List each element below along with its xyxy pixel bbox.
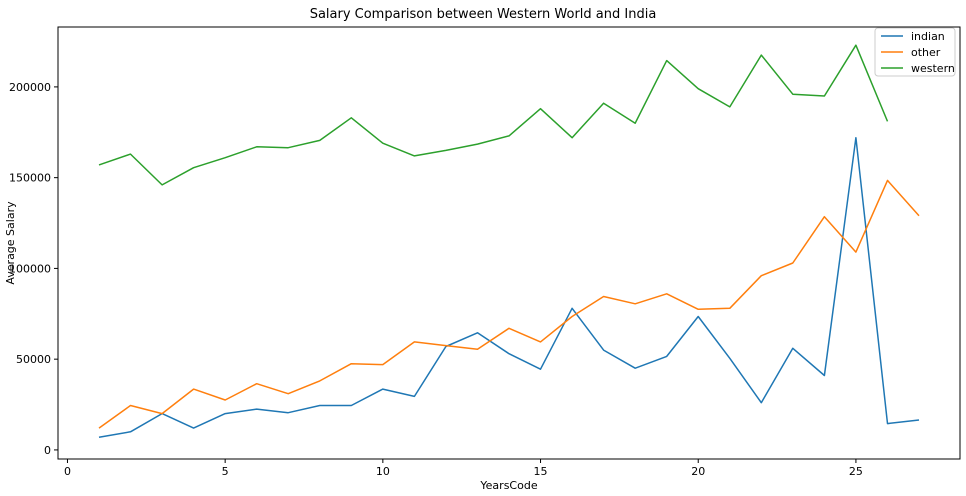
x-tick-label: 15 [534, 465, 548, 478]
y-tick-label: 50000 [16, 353, 51, 366]
y-tick-label: 150000 [9, 172, 51, 185]
y-axis-label: Average Salary [4, 201, 17, 285]
legend-label-other: other [911, 46, 941, 59]
x-axis-label: YearsCode [479, 479, 537, 492]
y-tick-label: 100000 [9, 262, 51, 275]
legend-label-indian: indian [911, 30, 945, 43]
y-tick-label: 0 [44, 444, 51, 457]
y-tick-label: 200000 [9, 81, 51, 94]
series-lines [98, 44, 920, 438]
axis-ticks: 0 5 10 15 20 25 0 50000 100000 150000 200000 [9, 81, 863, 478]
x-tick-label: 20 [691, 465, 705, 478]
x-tick-label: 10 [376, 465, 390, 478]
series-line-other [98, 179, 920, 429]
series-line-western [98, 44, 889, 186]
legend-label-western: western [911, 62, 955, 75]
chart-title: Salary Comparison between Western World … [310, 7, 657, 22]
x-tick-label: 0 [64, 465, 71, 478]
x-tick-label: 5 [222, 465, 229, 478]
series-line-indian [98, 136, 920, 438]
legend-box [874, 27, 956, 77]
x-tick-label: 25 [849, 465, 863, 478]
chart-legend: indian other western [874, 27, 956, 77]
plot-area-frame [57, 26, 961, 460]
